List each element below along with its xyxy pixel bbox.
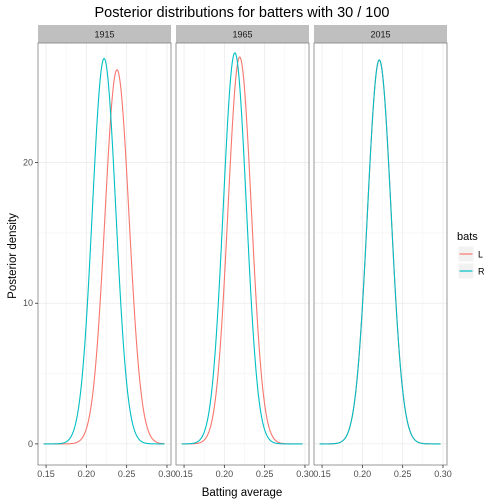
x-tick-label: 0.15 [175,469,193,479]
panel-background [38,43,171,465]
x-tick-label: 0.30 [434,469,452,479]
facet-panel-2015: 2015 0.15 0.20 0.25 0.30 [313,25,452,479]
panel-border [313,42,448,466]
facet-strip-label: 1965 [232,30,252,40]
x-tick-label: 0.20 [354,469,372,479]
facet-panels: 1915 0.15 0.20 0.25 0.30 1965 0.15 0.20 0.25 0.30… [37,25,452,479]
panel-background [176,43,309,465]
facet-strip [176,25,309,43]
chart-title: Posterior distributions for batters with… [95,5,390,21]
facet-strip-label: 1915 [94,30,114,40]
facet-panel-1915: 1915 0.15 0.20 0.25 0.30 [37,25,176,479]
density-curve-L [43,69,165,445]
panel-border [37,42,172,466]
x-tick-label: 0.25 [394,469,412,479]
panel-border [175,42,310,466]
legend-label-R: R [478,267,485,277]
y-tick-label: 0 [28,439,33,449]
facet-strip-label: 2015 [370,30,390,40]
x-tick-label: 0.30 [158,469,176,479]
density-curve-R [43,57,165,445]
density-curve-R [319,59,441,445]
panel-background [314,43,447,465]
legend-title: bats [457,231,478,243]
x-axis-title: Batting average [202,487,283,499]
y-tick-label: 10 [23,298,33,308]
x-tick-label: 0.20 [78,469,96,479]
facet-strip [38,25,171,43]
x-tick-label: 0.30 [296,469,314,479]
facet-strip [314,25,447,43]
x-tick-label: 0.25 [256,469,274,479]
x-tick-label: 0.15 [313,469,331,479]
y-axis-title: Posterior density [7,213,19,299]
x-tick-label: 0.20 [216,469,234,479]
y-tick-label: 20 [23,158,33,168]
legend-label-L: L [478,250,483,260]
legend-keys: LR [457,245,485,280]
x-tick-label: 0.15 [37,469,55,479]
x-tick-label: 0.25 [118,469,136,479]
facet-panel-1965: 1965 0.15 0.20 0.25 0.30 [175,25,314,479]
y-axis: 0 10 20 [23,158,38,449]
legend: bats LR [457,231,485,280]
density-curve-R [181,52,303,445]
